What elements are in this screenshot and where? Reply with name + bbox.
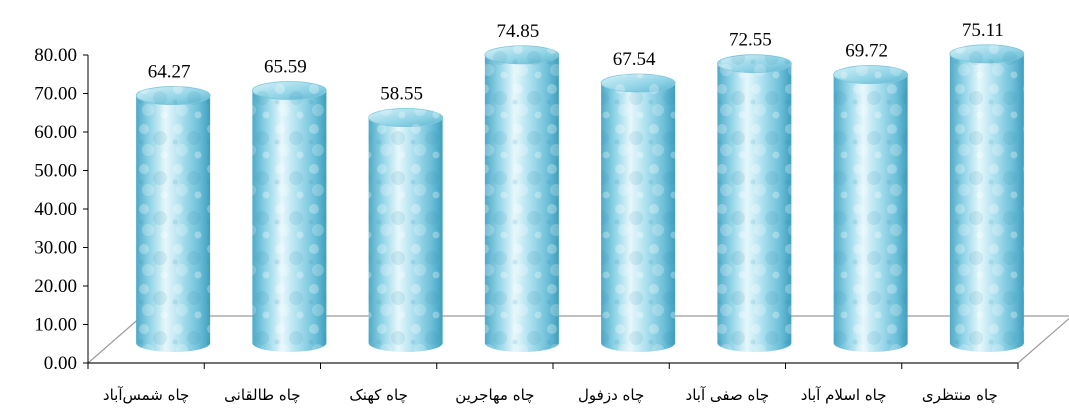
- bar-value-label: 67.54: [613, 49, 656, 70]
- bar: [135, 86, 211, 353]
- bar-value-label: 65.59: [264, 56, 307, 77]
- bar: [716, 54, 792, 353]
- y-tick-label: 40.00: [34, 199, 77, 220]
- bar: [833, 65, 909, 352]
- y-tick-label: 0.00: [44, 353, 77, 374]
- x-category-label: چاه مهاجرین: [455, 386, 534, 404]
- y-axis: 0.00 10.00 20.00 30.00 40.00 50.00 60.00 70.00 8…: [34, 45, 89, 374]
- bar-top-texture: [717, 54, 792, 73]
- x-category-label: چاه دزفول: [578, 386, 644, 404]
- y-tick-label: 10.00: [34, 315, 77, 336]
- y-tick-label: 30.00: [34, 238, 77, 259]
- bar-top-texture: [833, 65, 908, 84]
- x-axis: چاه شمس‌آباد چاه طالقانی چاه کهنک چاه مهاجر…: [87, 362, 1019, 404]
- bar-texture: [484, 54, 559, 352]
- bar: [368, 108, 444, 353]
- x-category-label: چاه کهنک: [349, 386, 407, 404]
- bar-texture: [833, 74, 908, 352]
- x-category-label: چاه اسلام آباد: [801, 386, 887, 404]
- bar-value-label: 64.27: [148, 62, 191, 83]
- bar-top-texture: [601, 73, 676, 92]
- y-tick-label: 60.00: [34, 122, 77, 143]
- x-category-label: چاه طالقانی: [224, 386, 300, 404]
- bar: [600, 73, 676, 352]
- x-category-label: چاه شمس‌آباد: [103, 386, 189, 404]
- bar-texture: [601, 82, 676, 352]
- bar-top-texture: [252, 81, 327, 100]
- bar-series: [135, 44, 1025, 353]
- bar-texture: [717, 63, 792, 353]
- floor-plane: [86, 315, 1069, 364]
- bar-value-label: 72.55: [729, 30, 772, 51]
- y-tick-label: 20.00: [34, 276, 77, 297]
- bar-top-texture: [949, 44, 1024, 63]
- y-tick-label: 80.00: [34, 45, 77, 66]
- x-category-label: چاه صفی آباد: [686, 386, 770, 404]
- bar: [949, 44, 1025, 352]
- bar-texture: [252, 90, 327, 352]
- bar-texture: [136, 95, 211, 353]
- bar-top-texture: [368, 108, 443, 127]
- bar-value-label: 75.11: [962, 20, 1004, 41]
- x-category-label: چاه منتظری: [922, 386, 998, 404]
- y-tick-label: 70.00: [34, 84, 77, 105]
- chart-floor: [86, 315, 1069, 364]
- bar-top-texture: [136, 86, 211, 105]
- bar-value-label: 74.85: [497, 21, 540, 42]
- bar-top-texture: [484, 45, 559, 64]
- bar-texture: [949, 53, 1024, 352]
- data-labels: 64.27 65.59 58.55 74.85 67.54 72.55 69.72 75.11: [148, 20, 1004, 105]
- bar-value-label: 58.55: [380, 84, 423, 105]
- bar-value-label: 69.72: [845, 41, 888, 62]
- bar-texture: [368, 117, 443, 353]
- y-tick-label: 50.00: [34, 161, 77, 182]
- bar: [251, 81, 327, 352]
- bar: [484, 45, 560, 352]
